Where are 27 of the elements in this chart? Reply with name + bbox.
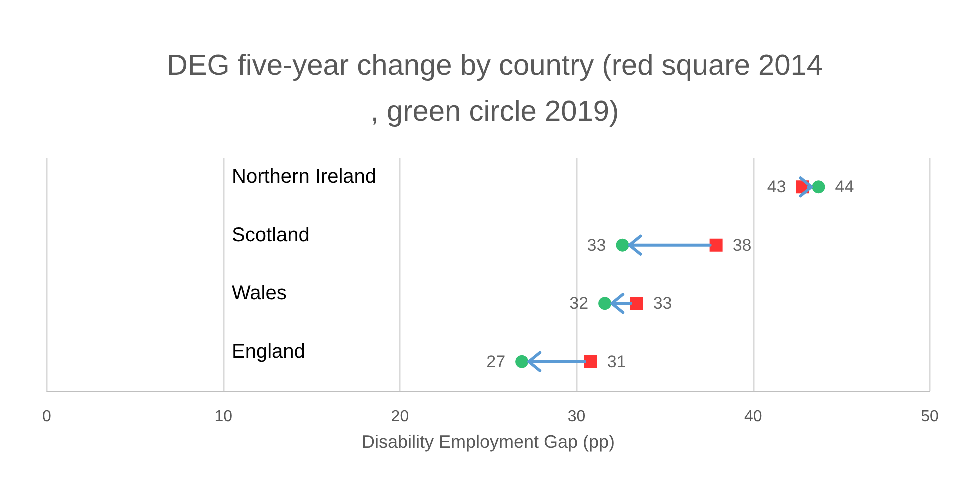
data-label: 32 bbox=[570, 294, 589, 314]
data-label: 44 bbox=[835, 178, 854, 197]
point bbox=[630, 297, 644, 310]
x-tick-label: 20 bbox=[391, 408, 410, 426]
data-label: 33 bbox=[587, 236, 606, 255]
y-tick-label: Scotland bbox=[232, 224, 310, 246]
data-label: 31 bbox=[607, 352, 626, 372]
x-tick-label: 40 bbox=[744, 408, 762, 426]
data-label: 33 bbox=[653, 294, 672, 314]
point bbox=[812, 180, 826, 194]
x-axis-title: Disability Employment Gap (pp) bbox=[362, 432, 616, 452]
point bbox=[516, 355, 529, 368]
point bbox=[598, 297, 612, 310]
x-tick-label: 50 bbox=[921, 408, 939, 426]
x-tick-label: 30 bbox=[568, 408, 586, 426]
x-tick-label: 0 bbox=[42, 408, 52, 426]
chart-title: DEG five-year change by country (red square 2014, green circle 2019) bbox=[166, 50, 824, 128]
data-label: 27 bbox=[486, 352, 506, 372]
y-tick-label: Wales bbox=[232, 282, 287, 305]
point bbox=[710, 238, 723, 252]
point bbox=[584, 355, 598, 368]
y-tick-label: England bbox=[232, 340, 306, 363]
y-tick-label: Northern Ireland bbox=[232, 166, 377, 188]
x-tick-label: 10 bbox=[214, 408, 233, 426]
data-label: 38 bbox=[732, 236, 752, 255]
data-label: 43 bbox=[767, 178, 786, 197]
point bbox=[616, 238, 630, 252]
